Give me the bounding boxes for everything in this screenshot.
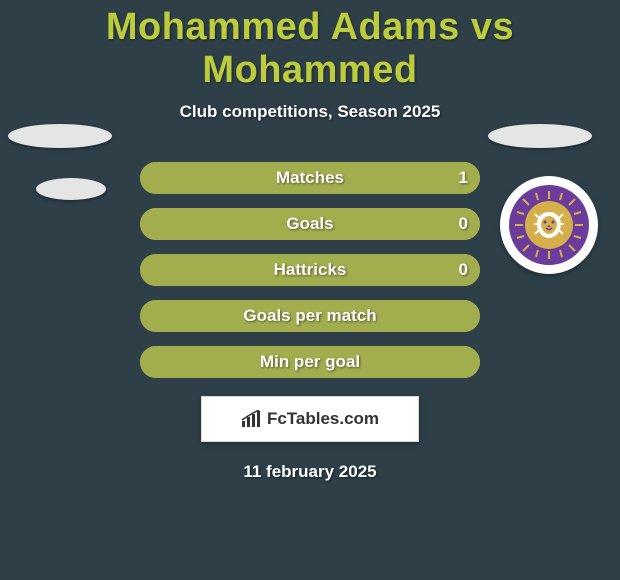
stat-bar: Goals0 [140, 208, 480, 240]
stat-bar-label: Goals per match [140, 300, 480, 332]
stat-bar-label: Hattricks [140, 254, 480, 286]
stat-bar: Min per goal [140, 346, 480, 378]
placeholder-ellipse [36, 178, 106, 200]
stat-bar-label: Matches [140, 162, 480, 194]
stat-bar-value: 1 [459, 162, 468, 194]
stat-bar: Hattricks0 [140, 254, 480, 286]
placeholder-ellipse [488, 124, 592, 148]
bar-chart-icon [241, 410, 263, 428]
club-logo [500, 176, 598, 274]
club-logo-rays-icon [509, 185, 589, 265]
comparison-title: Mohammed Adams vs Mohammed [0, 0, 620, 92]
date-label: 11 february 2025 [0, 462, 620, 482]
placeholder-ellipse [8, 124, 112, 148]
fctables-badge[interactable]: FcTables.com [201, 396, 419, 442]
stat-bar-value: 0 [459, 254, 468, 286]
stat-bar-label: Min per goal [140, 346, 480, 378]
fctables-label: FcTables.com [267, 409, 379, 429]
season-subtitle: Club competitions, Season 2025 [0, 102, 620, 122]
stat-bar: Matches1 [140, 162, 480, 194]
stat-bar-value: 0 [459, 208, 468, 240]
stat-bar: Goals per match [140, 300, 480, 332]
club-logo-ring [509, 185, 589, 265]
stat-bar-label: Goals [140, 208, 480, 240]
infographic-container: Mohammed Adams vs Mohammed Club competit… [0, 0, 620, 580]
